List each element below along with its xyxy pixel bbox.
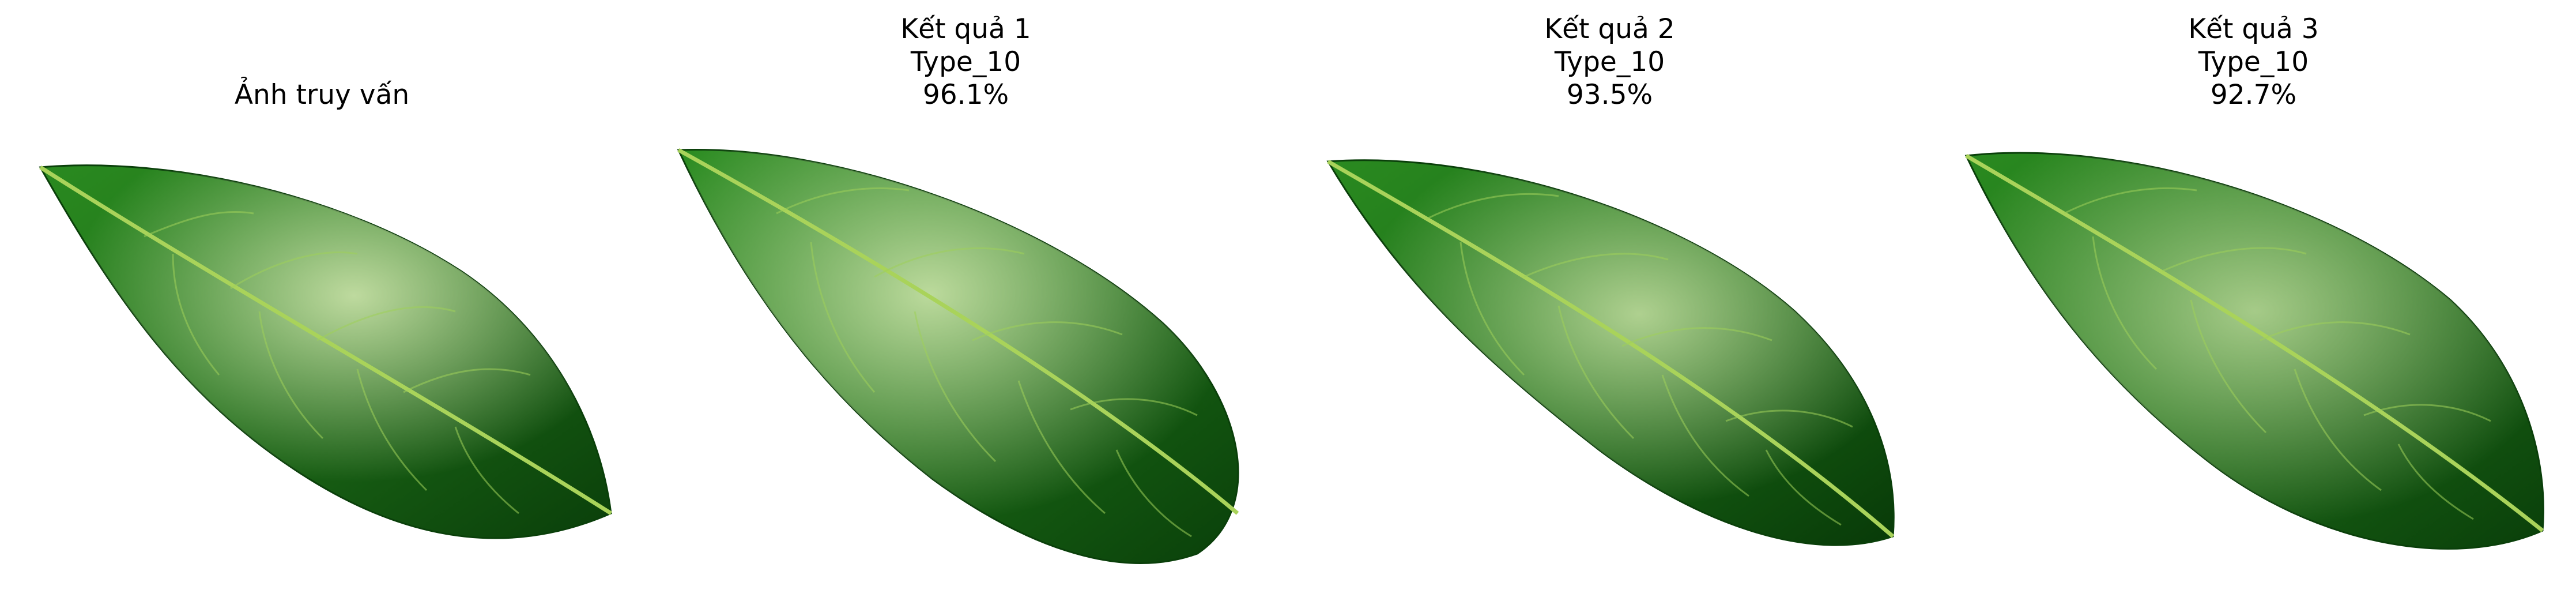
result-2-class: Type_10: [1554, 46, 1665, 78]
result-3-label: Kết quả 3: [2188, 13, 2319, 45]
result-1-score: 96.1%: [922, 79, 1009, 111]
result-2-label: Kết quả 2: [1544, 13, 1675, 45]
result-3-score: 92.7%: [2210, 79, 2297, 111]
result-1-class: Type_10: [910, 46, 1021, 78]
query-panel: Ảnh truy vấn: [0, 0, 644, 601]
result-panel-2: Kết quả 2 Type_10 93.5%: [1288, 0, 1932, 601]
result-3-leaf-image: [1964, 152, 2544, 550]
result-2-score: 93.5%: [1566, 79, 1653, 111]
result-panel-1: Kết quả 1 Type_10 96.1%: [644, 0, 1288, 601]
result-1-leaf-image: [677, 148, 1239, 564]
result-1-label: Kết quả 1: [900, 13, 1031, 45]
result-2-leaf-image: [1326, 159, 1895, 546]
query-leaf-image: [39, 164, 612, 539]
query-title-text: Ảnh truy vấn: [234, 79, 410, 111]
result-1-title: Kết quả 1 Type_10 96.1%: [644, 13, 1288, 111]
result-2-title: Kết quả 2 Type_10 93.5%: [1288, 13, 1932, 111]
result-3-class: Type_10: [2198, 46, 2309, 78]
result-panel-3: Kết quả 3 Type_10 92.7%: [1932, 0, 2575, 601]
result-3-title: Kết quả 3 Type_10 92.7%: [1932, 13, 2575, 111]
query-title: Ảnh truy vấn: [0, 13, 644, 111]
